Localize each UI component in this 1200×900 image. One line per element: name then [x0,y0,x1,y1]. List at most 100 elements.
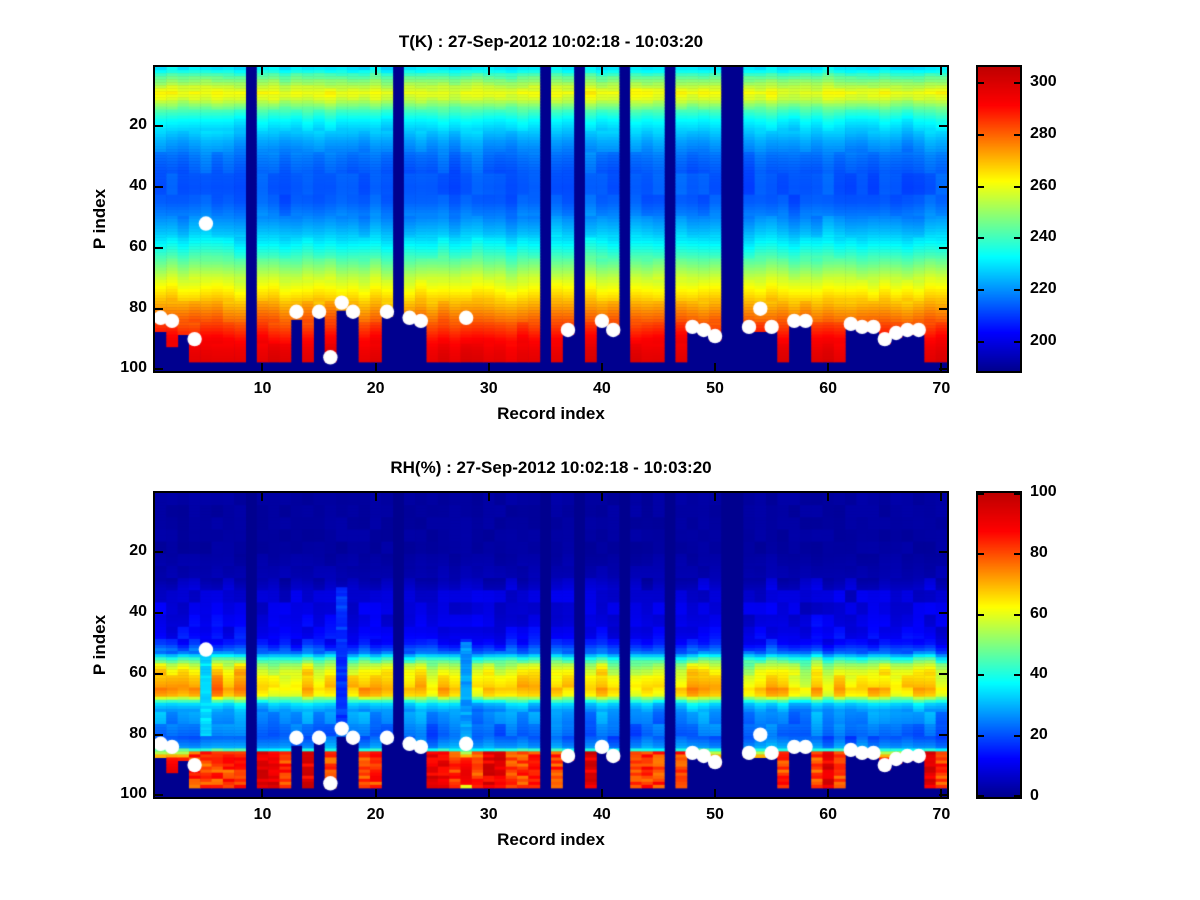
colorbar-tick-mark [1014,795,1020,797]
y-tick-mark-right [939,186,947,189]
x-tick-mark-top [487,493,490,501]
colorbar-tick-mark [978,735,984,738]
humidity-colorbar [976,491,1022,799]
y-tick-label: 100 [120,359,147,377]
temperature-colorbar [976,65,1022,373]
colorbar-tick-mark [1014,289,1020,292]
x-tick-label: 30 [479,806,498,823]
colorbar-tick-mark [1014,341,1020,344]
x-tick-label: 20 [366,380,385,397]
temperature-colorbar-canvas [978,67,1020,371]
y-tick-mark [155,794,163,797]
y-tick-mark [155,672,163,675]
x-tick-label: 50 [706,806,724,823]
colorbar-tick-label: 200 [1030,332,1057,350]
x-tick-mark [374,789,377,797]
colorbar-tick-mark [978,289,984,292]
x-tick-label: 60 [819,380,838,397]
colorbar-tick-label: 220 [1030,280,1057,298]
colorbar-tick-label: 40 [1030,665,1048,683]
y-tick-label: 40 [129,177,147,195]
x-tick-label: 50 [706,380,724,397]
x-tick-mark [714,789,717,797]
x-tick-label: 20 [366,806,385,823]
colorbar-tick-mark [1014,133,1020,136]
humidity-colorbar-canvas [978,493,1020,797]
humidity-heatmap [153,491,949,799]
colorbar-tick-mark [1014,237,1020,240]
x-tick-label: 40 [593,806,611,823]
x-tick-mark-top [261,67,264,75]
y-tick-label: 40 [129,603,147,621]
y-tick-mark [155,125,163,128]
colorbar-tick-mark [978,185,984,188]
colorbar-tick-label: 260 [1030,176,1057,194]
colorbar-tick-mark [1014,735,1020,738]
x-tick-mark [827,789,830,797]
x-tick-mark-top [940,493,943,501]
x-tick-label: 70 [932,380,951,397]
x-tick-mark-top [487,67,490,75]
y-tick-mark [155,733,163,736]
x-tick-mark-top [940,67,943,75]
y-tick-mark [155,368,163,371]
y-tick-mark [155,612,163,615]
colorbar-tick-mark [1014,185,1020,188]
y-tick-mark [155,186,163,189]
x-tick-mark [600,363,603,371]
colorbar-tick-label: 60 [1030,604,1048,622]
x-tick-mark-top [714,67,717,75]
colorbar-tick-mark [978,552,984,555]
colorbar-tick-mark [1014,493,1020,495]
colorbar-tick-mark [978,493,984,495]
colorbar-tick-label: 0 [1030,787,1039,804]
y-tick-label: 60 [129,237,147,255]
y-tick-label: 100 [120,785,147,803]
x-tick-mark [940,789,943,797]
x-tick-mark-top [714,493,717,501]
colorbar-tick-mark [1014,674,1020,677]
colorbar-tick-label: 20 [1030,726,1048,744]
x-tick-mark-top [374,67,377,75]
colorbar-tick-mark [978,613,984,616]
colorbar-tick-mark [1014,552,1020,555]
y-tick-label: 60 [129,663,147,681]
humidity-heatmap-canvas [155,493,947,797]
x-tick-mark [487,363,490,371]
y-tick-label: 20 [129,542,147,560]
colorbar-tick-mark [978,133,984,136]
y-tick-mark-right [939,307,947,310]
x-tick-label: 10 [253,806,272,823]
y-tick-label: 20 [129,116,147,134]
colorbar-tick-mark [978,81,984,84]
y-tick-label: 80 [129,724,147,742]
temperature-xaxis-label: Record index [497,404,605,423]
y-tick-mark-right [939,551,947,554]
y-tick-mark [155,307,163,310]
x-tick-mark-top [374,493,377,501]
y-tick-mark [155,551,163,554]
x-tick-mark-top [261,493,264,501]
colorbar-tick-mark [978,341,984,344]
colorbar-tick-mark [978,795,984,797]
x-tick-mark-top [600,67,603,75]
colorbar-tick-label: 280 [1030,124,1057,142]
y-tick-mark-right [939,246,947,249]
x-tick-mark [261,363,264,371]
temperature-plot-title: T(K) : 27-Sep-2012 10:02:18 - 10:03:20 [398,32,704,51]
colorbar-tick-mark [978,674,984,677]
x-tick-label: 10 [253,380,272,397]
x-tick-label: 60 [819,806,838,823]
temperature-heatmap-canvas [155,67,947,371]
x-tick-mark [827,363,830,371]
humidity-plot-title: RH(%) : 27-Sep-2012 10:02:18 - 10:03:20 [390,458,712,477]
x-tick-mark [940,363,943,371]
colorbar-tick-label: 80 [1030,543,1048,561]
colorbar-tick-mark [978,237,984,240]
colorbar-tick-label: 300 [1030,72,1057,90]
x-tick-mark-top [827,493,830,501]
y-tick-mark-right [939,368,947,371]
colorbar-tick-mark [1014,81,1020,84]
x-tick-mark [600,789,603,797]
